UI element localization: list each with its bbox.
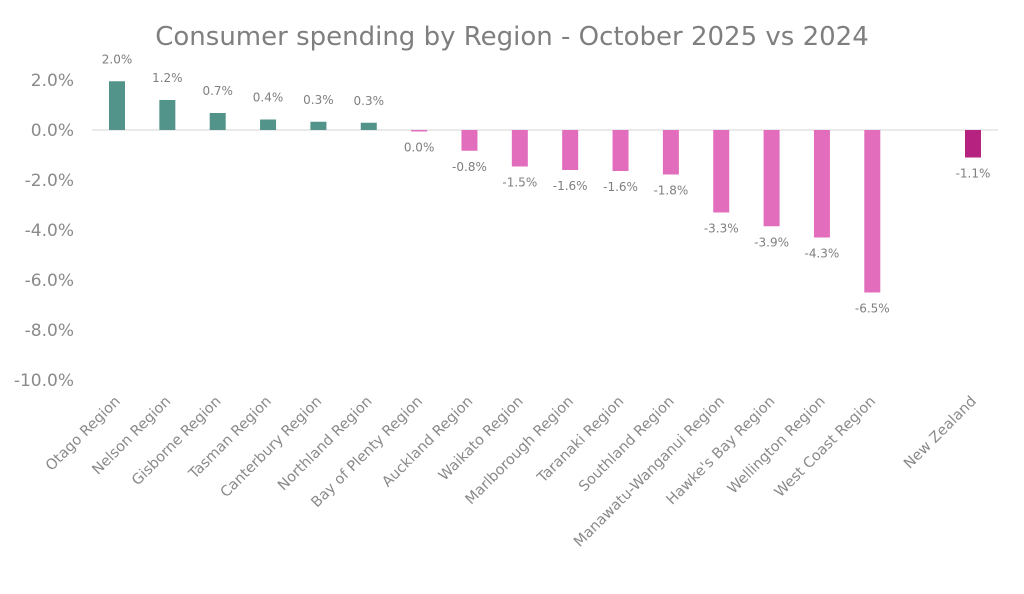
x-tick-label: Canterbury Region: [218, 394, 325, 501]
bar-waikato-region: [511, 130, 528, 167]
data-label: -3.3%: [704, 222, 739, 236]
y-tick-label: -2.0%: [25, 171, 74, 191]
bar-wellington-region: [813, 130, 830, 238]
bar-manawatu-wanganui-region: [713, 130, 730, 213]
data-labels: 2.0% 1.2% 0.7% 0.4% 0.3% 0.3% 0.0% -0.8% -1.5% -1…: [102, 52, 991, 315]
x-tick-label: Southland Region: [576, 394, 678, 496]
data-label: -0.8%: [452, 160, 487, 174]
bar-nelson-region: [159, 100, 176, 130]
data-label: 0.4%: [253, 91, 284, 105]
x-tick-label: Northland Region: [275, 394, 375, 494]
data-label: -1.8%: [653, 184, 688, 198]
data-label: -6.5%: [855, 302, 890, 316]
data-label: 0.7%: [202, 84, 233, 98]
y-axis: 2.0% 0.0% -2.0% -4.0% -6.0% -8.0% -10.0%: [14, 71, 74, 391]
x-tick-label: Taranaki Region: [534, 394, 627, 487]
y-tick-label: -4.0%: [25, 221, 74, 241]
bar-marlborough-region: [562, 130, 579, 170]
bar-gisborne-region: [209, 113, 226, 130]
data-label: 1.2%: [152, 71, 183, 85]
x-tick-label: Wellington Region: [725, 394, 829, 498]
x-tick-label: New Zealand: [901, 394, 980, 473]
y-tick-label: -6.0%: [25, 271, 74, 291]
bar-tasman-region: [260, 119, 277, 130]
data-label: 0.3%: [303, 93, 334, 107]
bar-hawke-s-bay-region: [763, 130, 780, 227]
data-label: -1.1%: [956, 167, 991, 181]
bars: [109, 81, 981, 293]
x-tick-label: West Coast Region: [772, 394, 879, 501]
x-tick-label: Auckland Region: [379, 394, 476, 491]
data-label: -3.9%: [754, 235, 789, 249]
bar-auckland-region: [461, 130, 478, 151]
y-tick-label: 2.0%: [31, 71, 74, 91]
bar-northland-region: [360, 122, 377, 130]
bar-southland-region: [662, 130, 679, 175]
data-label: -1.6%: [603, 180, 638, 194]
data-label: 0.3%: [354, 94, 385, 108]
data-label: -1.6%: [553, 179, 588, 193]
data-label: 0.0%: [404, 141, 435, 155]
x-tick-label: Waikato Region: [436, 394, 527, 485]
y-tick-label: -10.0%: [14, 371, 74, 391]
bar-bay-of-plenty-region: [411, 130, 428, 132]
y-tick-label: 0.0%: [31, 121, 74, 141]
bar-new-zealand: [965, 130, 981, 158]
bar-taranaki-region: [612, 130, 629, 171]
bar-west-coast-region: [864, 130, 881, 293]
data-label: 2.0%: [102, 52, 133, 66]
x-tick-label: Gisborne Region: [129, 394, 224, 489]
bar-canterbury-region: [310, 121, 327, 130]
data-label: -4.3%: [805, 247, 840, 261]
bar-otago-region: [109, 81, 125, 130]
data-label: -1.5%: [502, 176, 537, 190]
chart-title: Consumer spending by Region - October 20…: [155, 22, 869, 52]
y-tick-label: -8.0%: [25, 321, 74, 341]
